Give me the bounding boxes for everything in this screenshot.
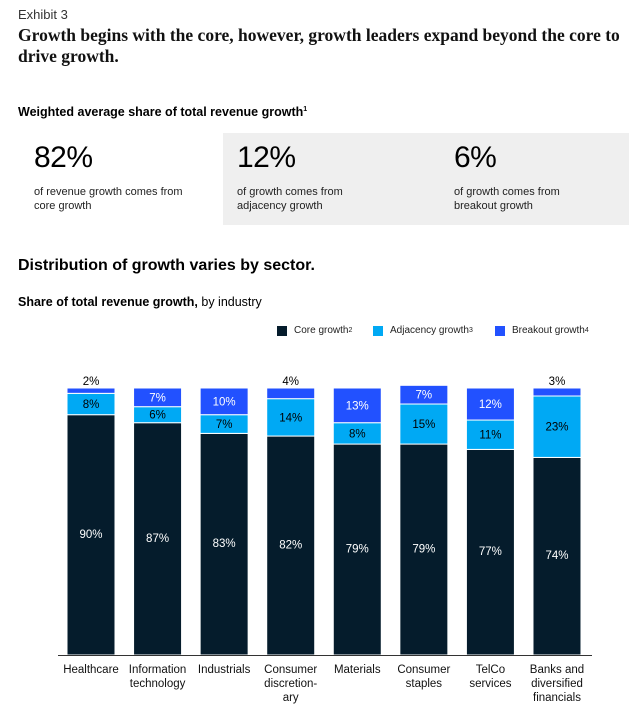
chart-legend: Core growth 2 Adjacency growth 3 Breakout … <box>0 325 639 339</box>
data-label: 77% <box>479 546 502 558</box>
bar-segment-breakout-growth <box>266 387 316 400</box>
bar-segment-core-growth <box>332 443 382 656</box>
bar-segment-core-growth <box>532 456 582 656</box>
legend-swatch-adjacency <box>373 325 383 336</box>
legend-label-core: Core growth <box>294 325 349 336</box>
x-tick-label: financials <box>533 692 581 704</box>
bar-segment-breakout-growth <box>332 387 382 424</box>
stats-subhead: Weighted average share of total revenue … <box>18 105 307 119</box>
x-tick-label: discretion- <box>264 678 317 690</box>
x-tick-label: Consumer <box>397 664 450 676</box>
exhibit-label: Exhibit 3 <box>18 7 68 22</box>
headline: Growth begins with the core, however, gr… <box>18 25 620 66</box>
x-tick-label: TelCo <box>476 664 505 676</box>
stat-adjacency-value: 12% <box>237 141 296 174</box>
data-label: 7% <box>216 419 233 431</box>
legend-item-adjacency: Adjacency growth 3 <box>373 325 473 336</box>
data-label: 8% <box>83 399 100 411</box>
stat-breakout-value: 6% <box>454 141 497 174</box>
bar-segment-core-growth <box>399 443 449 656</box>
chart-subtitle-rest: by industry <box>197 295 262 309</box>
data-label: 6% <box>149 410 166 422</box>
legend-label-breakout: Breakout growth <box>512 325 585 336</box>
data-label: 83% <box>213 538 236 550</box>
bar-segment-core-growth <box>465 448 515 656</box>
data-label: 11% <box>479 430 501 442</box>
bar-segment-breakout-growth <box>532 387 582 397</box>
legend-swatch-breakout <box>495 325 505 336</box>
x-tick-label: staples <box>406 678 443 690</box>
bar-segment-adjacency-growth <box>399 403 449 445</box>
x-tick-label: ary <box>283 692 299 704</box>
bar-segment-breakout-growth <box>133 387 183 408</box>
stat-panel-beyond-core: 12% of growth comes from adjacency growt… <box>223 133 629 225</box>
x-tick-label: services <box>469 678 511 690</box>
legend-item-core: Core growth 2 <box>277 325 352 336</box>
bar-segment-breakout-growth <box>199 387 249 416</box>
data-label: 8% <box>349 428 366 440</box>
chart-subtitle-bold: Share of total revenue growth, <box>18 295 198 309</box>
data-label: 7% <box>416 390 433 402</box>
stat-core-value: 82% <box>34 141 93 174</box>
data-label: 79% <box>412 544 435 556</box>
x-tick-label: technology <box>130 678 186 690</box>
x-tick-label: Industrials <box>198 664 251 676</box>
bar-segment-breakout-growth <box>465 387 515 421</box>
bar-segment-adjacency-growth <box>266 398 316 437</box>
data-label: 79% <box>346 544 369 556</box>
data-label: 13% <box>346 400 369 412</box>
stat-adjacency-desc: of growth comes from adjacency growth <box>237 186 343 212</box>
data-label: 14% <box>279 412 302 424</box>
data-label: 15% <box>412 419 435 431</box>
x-tick-label: Consumer <box>264 664 317 676</box>
data-label: 87% <box>146 533 169 545</box>
bar-segment-breakout-growth <box>399 384 449 405</box>
bar-segment-adjacency-growth <box>465 419 515 450</box>
data-label: 82% <box>279 540 302 552</box>
data-label: 74% <box>545 550 568 562</box>
bar-segment-breakout-growth <box>66 387 116 394</box>
stats-subhead-text: Weighted average share of total revenue … <box>18 105 304 119</box>
data-label: 4% <box>282 376 299 388</box>
data-label: 7% <box>149 392 166 404</box>
stat-breakout-desc: of growth comes from breakout growth <box>454 186 560 212</box>
stat-core: 82% of revenue growth comes from core gr… <box>18 133 223 225</box>
legend-item-breakout: Breakout growth 4 <box>495 325 589 336</box>
legend-swatch-core <box>277 325 287 336</box>
data-label: 23% <box>545 422 568 434</box>
x-tick-label: Healthcare <box>63 664 119 676</box>
chart-subtitle: Share of total revenue growth, by indust… <box>18 295 262 309</box>
legend-label-adjacency: Adjacency growth <box>390 325 469 336</box>
x-tick-label: Information <box>129 664 187 676</box>
data-label: 90% <box>79 529 102 541</box>
stacked-bar-chart: 90% 8% 2% Healthcare 87% 6% 7% Information techn… <box>58 376 592 704</box>
data-label: 12% <box>479 399 502 411</box>
section-title: Distribution of growth varies by sector. <box>18 257 315 274</box>
bar-segment-core-growth <box>266 435 316 656</box>
x-tick-label: diversified <box>531 678 583 690</box>
data-label: 2% <box>83 376 100 388</box>
stat-core-desc: of revenue growth comes from core growth <box>34 186 183 212</box>
footnote-marker: 1 <box>303 105 308 113</box>
x-tick-label: Materials <box>334 664 381 676</box>
data-label: 3% <box>549 376 566 388</box>
x-tick-label: Banks and <box>530 664 584 676</box>
data-label: 10% <box>213 396 236 408</box>
